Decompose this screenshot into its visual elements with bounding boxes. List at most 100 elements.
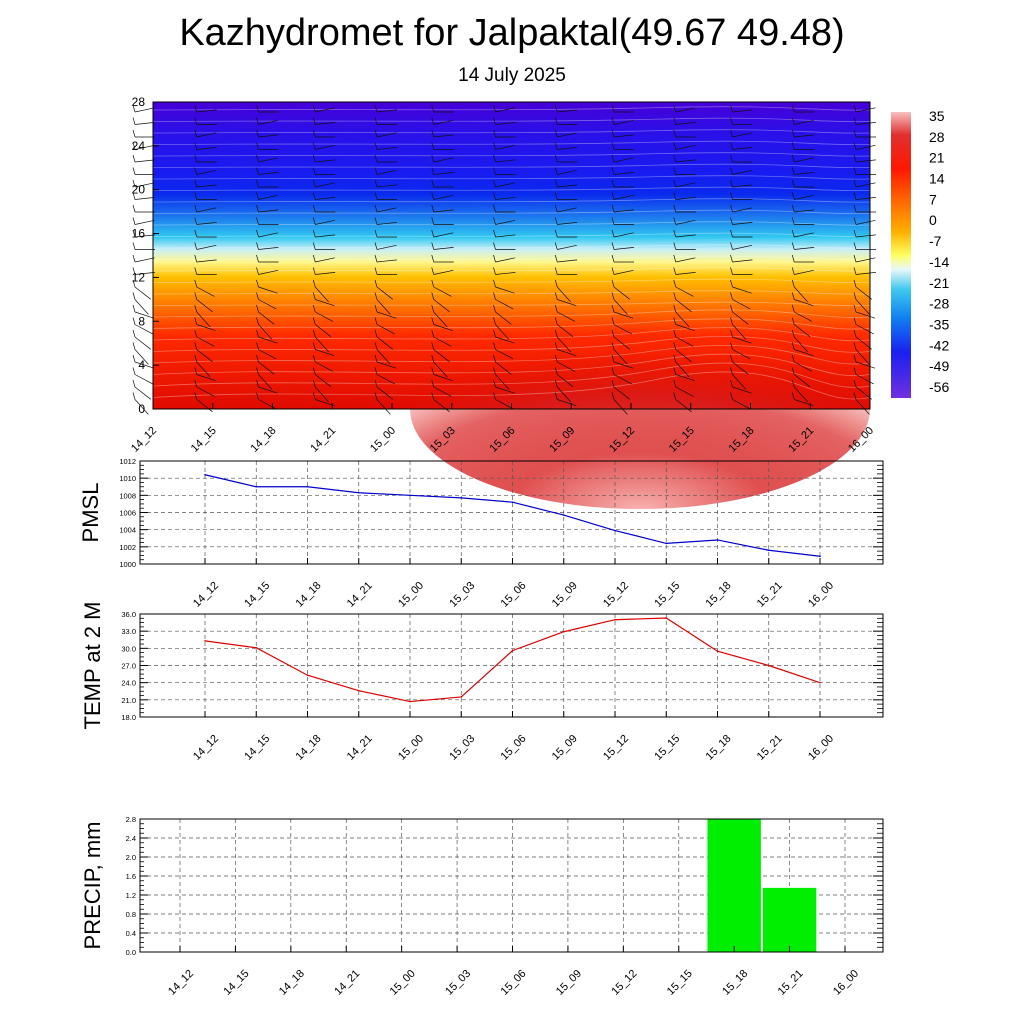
wind-barb-feather xyxy=(493,254,496,263)
wind-barb-feather xyxy=(493,229,496,238)
wind-barb xyxy=(794,194,814,200)
wind-barb xyxy=(794,172,815,175)
wind-barb-feather xyxy=(791,229,795,238)
wind-barb-feather xyxy=(673,354,677,363)
temperature-contour xyxy=(152,371,871,400)
wind-barb-feather xyxy=(493,142,496,150)
wind-barb-feather xyxy=(673,142,677,150)
wind-barb-feather xyxy=(374,142,378,150)
x-tick-label: 15_03 xyxy=(447,580,477,610)
wind-barb-feather xyxy=(194,129,198,138)
wind-barb-feather xyxy=(493,354,496,363)
wind-barb-feather xyxy=(312,254,316,263)
x-tick-label: 15_06 xyxy=(499,733,529,763)
wind-barb-feather xyxy=(730,304,733,313)
wind-barb-feather xyxy=(611,117,615,125)
wind-barb-feather xyxy=(791,392,795,400)
wind-barb-feather xyxy=(312,204,316,213)
wind-barb xyxy=(732,132,753,138)
wind-barb xyxy=(855,234,876,238)
wind-barb-feather xyxy=(853,392,857,400)
wind-barb-feather xyxy=(374,342,378,350)
chart-subtitle: 14 July 2025 xyxy=(458,65,566,86)
x-tick-label: 14_12 xyxy=(129,425,159,455)
wind-barb xyxy=(196,286,215,297)
wind-barb-feather xyxy=(554,129,558,138)
temperature-contour xyxy=(152,267,871,272)
wind-barb xyxy=(855,349,870,365)
wind-barb-feather xyxy=(493,242,496,250)
wind-barb xyxy=(314,336,329,353)
wind-barb xyxy=(196,386,215,397)
x-tick-label: 15_12 xyxy=(601,580,631,610)
y-tick-label: 1004 xyxy=(119,526,136,535)
temperature-contour xyxy=(152,255,871,261)
wind-barb xyxy=(675,272,696,275)
data-point xyxy=(306,674,309,677)
wind-barb xyxy=(675,349,692,363)
wind-barb-feather xyxy=(791,279,795,288)
wind-barb xyxy=(613,269,634,275)
wind-barb xyxy=(675,219,696,225)
wind-barb-feather xyxy=(194,204,198,213)
wind-barb-feather xyxy=(493,392,496,400)
wind-barb xyxy=(258,247,279,250)
wind-barb xyxy=(376,286,393,300)
wind-barb-feather xyxy=(673,329,677,338)
wind-barb-feather xyxy=(791,342,795,350)
wind-barb xyxy=(433,157,454,163)
wind-barb xyxy=(855,361,876,369)
wind-barb xyxy=(855,374,874,385)
wind-barb-feather xyxy=(730,129,733,138)
wind-barb-feather xyxy=(493,154,496,163)
wind-barb-feather xyxy=(493,367,496,375)
wind-barb-feather xyxy=(256,204,259,213)
data-point xyxy=(306,485,309,488)
wind-barb-feather xyxy=(132,129,136,138)
y-tick-label: 0 xyxy=(138,402,145,416)
wind-barb xyxy=(675,197,696,200)
wind-barb-feather xyxy=(431,292,435,300)
temperature-contour xyxy=(152,309,871,318)
wind-barb xyxy=(134,272,155,275)
wind-barb xyxy=(794,349,814,357)
temperature-contour xyxy=(152,175,871,180)
wind-barb xyxy=(315,361,334,372)
wind-barb xyxy=(613,119,634,125)
wind-barb xyxy=(675,257,696,263)
wind-barb-feather xyxy=(374,329,378,338)
temperature-contour xyxy=(152,232,871,238)
wind-barb xyxy=(855,197,876,200)
x-tick-label: 15_00 xyxy=(396,580,426,610)
wind-barb-feather xyxy=(611,242,615,250)
wind-barb-feather xyxy=(554,292,558,300)
wind-barb xyxy=(855,182,876,188)
wind-barb xyxy=(433,399,450,413)
colorbar-label: 14 xyxy=(929,171,945,187)
wind-barb xyxy=(376,169,397,175)
wind-barb xyxy=(495,386,515,394)
wind-barb xyxy=(258,311,275,325)
wind-barb-feather xyxy=(431,179,435,188)
wind-barb-feather xyxy=(256,192,259,200)
wind-barb-feather xyxy=(132,367,136,375)
wind-barb-feather xyxy=(853,367,857,375)
wind-barb-feather xyxy=(194,104,198,113)
wind-barb xyxy=(315,159,336,163)
wind-barb-feather xyxy=(431,342,435,350)
wind-barb xyxy=(376,361,397,369)
wind-barb-feather xyxy=(312,379,316,388)
data-point xyxy=(767,664,770,667)
wind-barb-feather xyxy=(312,142,316,150)
wind-barb-feather xyxy=(730,217,733,225)
wind-barb-feather xyxy=(374,117,378,125)
wind-barb xyxy=(732,386,752,394)
wind-barb xyxy=(433,172,454,175)
wind-barb-feather xyxy=(431,229,435,238)
wind-barb xyxy=(675,386,694,397)
wind-barb xyxy=(855,286,872,300)
wind-barb-feather xyxy=(791,292,795,300)
wind-barb-feather xyxy=(312,104,316,113)
wind-barb-feather xyxy=(493,379,496,388)
wind-barb xyxy=(376,336,393,350)
